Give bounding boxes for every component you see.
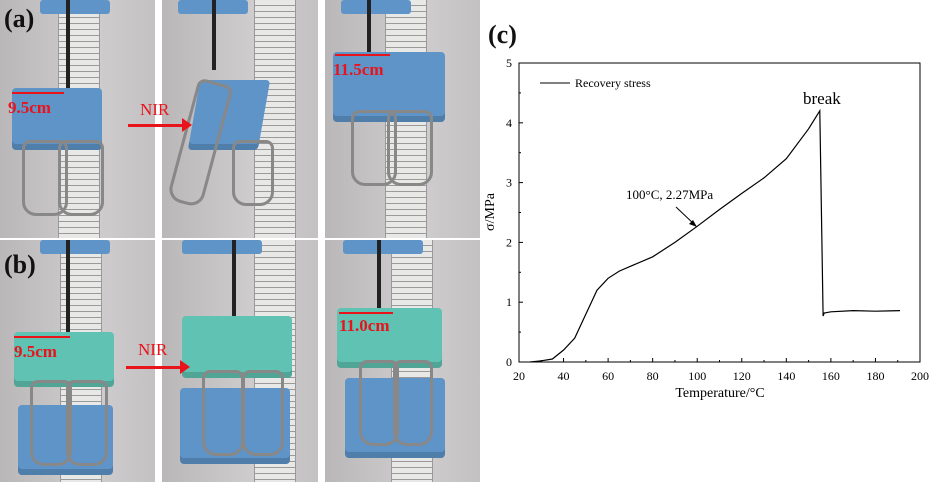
length-marker <box>335 54 390 56</box>
wire <box>66 240 70 335</box>
panel-label-b: (b) <box>4 250 36 279</box>
length-label: 9.5cm <box>8 98 51 117</box>
x-tick-label: 40 <box>558 369 570 383</box>
clip-handle <box>242 370 284 456</box>
clip-handle <box>202 370 244 456</box>
clip-handle <box>66 380 108 466</box>
length-label: 11.0cm <box>339 316 390 335</box>
legend-label: Recovery stress <box>575 76 651 90</box>
x-tick-label: 120 <box>733 369 751 383</box>
x-tick-label: 180 <box>866 369 884 383</box>
clip-handle <box>232 140 274 206</box>
panel-label-c: (c) <box>488 20 517 49</box>
x-tick-label: 140 <box>777 369 795 383</box>
nir-label: NIR <box>138 340 168 359</box>
annotation-point: 100°C, 2.27MPa <box>626 187 713 202</box>
x-tick-label: 20 <box>513 369 525 383</box>
clip-handle <box>359 360 399 446</box>
wire <box>232 240 236 320</box>
y-tick-label: 5 <box>506 56 512 70</box>
length-marker <box>339 312 393 314</box>
y-tick-label: 3 <box>506 176 512 190</box>
x-tick-label: 200 <box>911 369 929 383</box>
binder-clip-green <box>14 332 114 387</box>
hanger <box>40 240 110 254</box>
wire <box>212 0 216 70</box>
annotation-break: break <box>803 89 841 108</box>
hanger <box>182 240 262 254</box>
nir-label: NIR <box>140 100 170 119</box>
x-tick-label: 100 <box>688 369 706 383</box>
wire <box>66 0 70 90</box>
length-label: 11.5cm <box>333 60 384 79</box>
photo-b-before: 9.5cm (b) <box>0 240 155 482</box>
x-tick-label: 160 <box>822 369 840 383</box>
nir-arrow <box>126 360 190 374</box>
photo-a-before: 9.5cm (a) <box>0 0 155 238</box>
panel-label-a: (a) <box>4 4 35 33</box>
plot-frame <box>518 62 921 363</box>
clip-handle <box>351 110 397 186</box>
clip-handle <box>30 380 72 466</box>
binder-clip <box>12 88 102 150</box>
y-tick-label: 0 <box>506 355 512 369</box>
y-tick-label: 4 <box>506 116 512 130</box>
hanger <box>343 240 423 254</box>
clip-handle <box>58 140 104 216</box>
binder-clip-green <box>182 316 292 378</box>
photo-b-after: 11.0cm <box>325 240 480 482</box>
series-line-recovery-stress <box>530 108 901 363</box>
clip-handle <box>393 360 433 446</box>
clip-handle <box>22 140 68 216</box>
hanger <box>40 0 110 14</box>
length-label: 9.5cm <box>14 342 57 361</box>
nir-arrow <box>128 118 192 132</box>
x-axis-label: Temperature/°C <box>675 386 764 401</box>
photo-a-after: 11.5cm <box>325 0 480 238</box>
y-tick-label: 2 <box>506 235 512 249</box>
clip-handle <box>387 110 433 186</box>
annotation-arrowhead <box>689 220 697 227</box>
wire <box>367 0 371 55</box>
length-marker <box>12 92 64 94</box>
wire <box>377 240 381 310</box>
y-axis-label: σ/MPa <box>483 192 498 231</box>
hanger <box>341 0 411 14</box>
binder-clip-green <box>337 308 442 368</box>
y-tick-label: 1 <box>506 295 512 309</box>
annotation-arrow <box>675 206 696 226</box>
length-marker <box>14 336 70 338</box>
x-tick-label: 60 <box>602 369 614 383</box>
x-tick-label: 80 <box>647 369 659 383</box>
